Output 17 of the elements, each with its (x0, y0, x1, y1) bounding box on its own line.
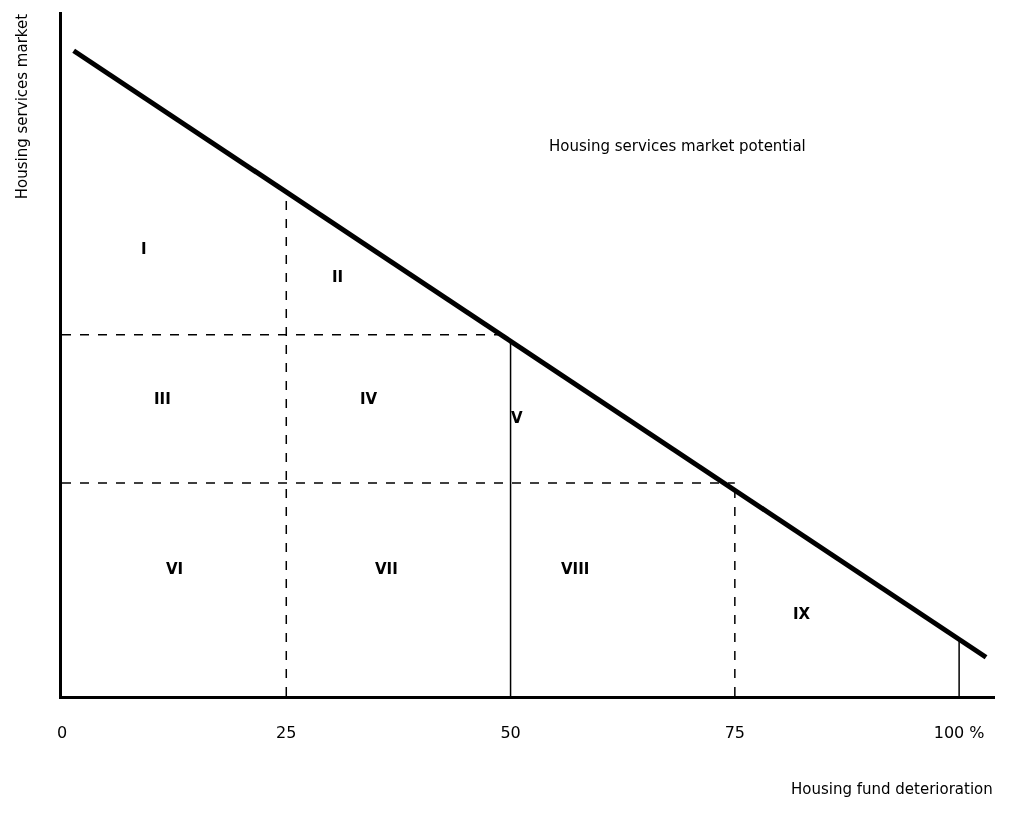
annotation: V (511, 409, 523, 427)
annotation: I (141, 240, 147, 258)
annotation: VII (375, 560, 398, 578)
annotation: IX (793, 605, 811, 623)
x-tick-label: 75 (724, 723, 746, 743)
annotation: IV (360, 390, 378, 408)
x-axis-title: Housing fund deterioration (791, 780, 993, 798)
annotation: VI (166, 560, 184, 578)
annotation: VIII (561, 560, 590, 578)
y-axis-title: Housing services market (13, 13, 32, 200)
annotation: II (332, 268, 344, 286)
annotation: III (154, 390, 171, 408)
annotation: Housing services market potential (549, 137, 806, 155)
x-tick-label: 25 (276, 723, 297, 743)
x-tick-label: 50 (500, 723, 521, 743)
x-tick-label: 100 % (933, 723, 985, 743)
x-tick-label: 0 (56, 723, 68, 743)
